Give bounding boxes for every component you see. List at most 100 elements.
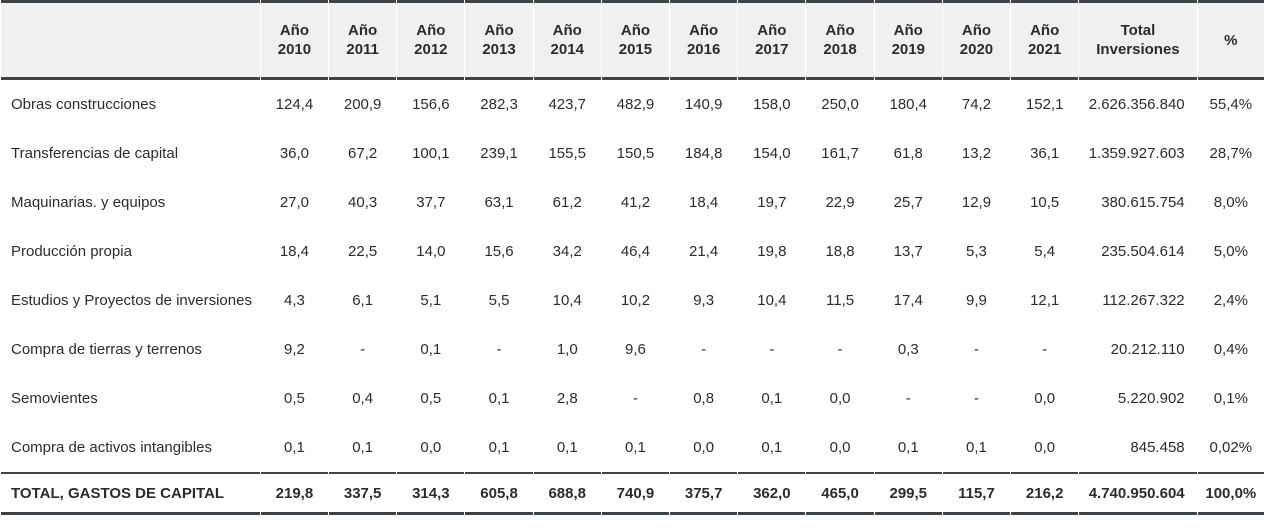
- value-cell: 239,1: [465, 129, 533, 178]
- corner-cell: [1, 0, 260, 80]
- table-body: Obras construcciones 124,4 200,9 156,6 282,3…: [1, 80, 1264, 472]
- value-cell: 46,4: [601, 227, 670, 276]
- value-cell: 158,0: [738, 80, 806, 129]
- total-cell: 5.220.902: [1079, 374, 1197, 423]
- year-header-line2: 2016: [686, 41, 721, 58]
- year-header-line2: 2012: [414, 41, 448, 58]
- total-row-percent-cell: 100,0%: [1197, 472, 1264, 515]
- percent-cell: 55,4%: [1197, 80, 1264, 129]
- value-cell: 0,0: [397, 423, 465, 472]
- value-cell: 423,7: [533, 80, 601, 129]
- value-cell: 0,0: [1011, 374, 1079, 423]
- total-row-value-cell: 375,7: [670, 472, 738, 515]
- year-header-line2: 2019: [891, 41, 925, 58]
- value-cell: 0,8: [670, 374, 738, 423]
- value-cell: 0,5: [397, 374, 465, 423]
- total-cell: 235.504.614: [1079, 227, 1197, 276]
- value-cell: -: [806, 325, 874, 374]
- year-header-line2: 2018: [823, 41, 857, 58]
- year-header: Año 2012: [397, 0, 465, 80]
- value-cell: 34,2: [533, 227, 601, 276]
- value-cell: 61,8: [874, 129, 942, 178]
- total-row-label: TOTAL, GASTOS DE CAPITAL: [1, 472, 260, 515]
- percent-header: %: [1197, 0, 1264, 80]
- value-cell: 0,5: [260, 374, 329, 423]
- percent-cell: 8,0%: [1197, 178, 1264, 227]
- value-cell: 0,3: [874, 325, 942, 374]
- total-row-value-cell: 465,0: [806, 472, 874, 515]
- value-cell: 0,1: [942, 423, 1011, 472]
- total-cell: 112.267.322: [1079, 276, 1197, 325]
- year-header: Año 2017: [738, 0, 806, 80]
- total-row-value-cell: 605,8: [465, 472, 533, 515]
- year-header: Año 2018: [806, 0, 874, 80]
- value-cell: 12,1: [1011, 276, 1079, 325]
- value-cell: 67,2: [329, 129, 397, 178]
- year-header-line1: Año: [1030, 22, 1060, 39]
- year-header-line1: Año: [689, 22, 719, 39]
- value-cell: 124,4: [260, 80, 329, 129]
- row-label: Compra de tierras y terrenos: [1, 325, 260, 374]
- value-cell: 0,1: [465, 374, 533, 423]
- total-cell: 380.615.754: [1079, 178, 1197, 227]
- value-cell: 18,8: [806, 227, 874, 276]
- value-cell: 14,0: [397, 227, 465, 276]
- table-row: Estudios y Proyectos de inversiones 4,3 6,…: [1, 276, 1264, 325]
- total-row-value-cell: 216,2: [1011, 472, 1079, 515]
- table-row: Producción propia 18,4 22,5 14,0 15,6 34,2 46,…: [1, 227, 1264, 276]
- value-cell: 282,3: [465, 80, 533, 129]
- value-cell: 15,6: [465, 227, 533, 276]
- value-cell: 13,2: [942, 129, 1011, 178]
- value-cell: 0,1: [465, 423, 533, 472]
- year-header-line1: Año: [757, 22, 787, 39]
- value-cell: 6,1: [329, 276, 397, 325]
- value-cell: -: [329, 325, 397, 374]
- value-cell: 18,4: [670, 178, 738, 227]
- value-cell: 0,1: [397, 325, 465, 374]
- year-header: Año 2011: [329, 0, 397, 80]
- percent-cell: 28,7%: [1197, 129, 1264, 178]
- row-label: Transferencias de capital: [1, 129, 260, 178]
- year-header-line2: 2011: [346, 41, 379, 58]
- value-cell: 9,9: [942, 276, 1011, 325]
- total-row-value-cell: 115,7: [942, 472, 1011, 515]
- value-cell: 184,8: [670, 129, 738, 178]
- total-row: TOTAL, GASTOS DE CAPITAL 219,8 337,5 314,3 6…: [1, 472, 1264, 515]
- total-row-value-cell: 337,5: [329, 472, 397, 515]
- value-cell: 0,1: [260, 423, 329, 472]
- year-header-line1: Año: [825, 22, 855, 39]
- value-cell: 40,3: [329, 178, 397, 227]
- value-cell: -: [670, 325, 738, 374]
- value-cell: -: [1011, 325, 1079, 374]
- value-cell: 13,7: [874, 227, 942, 276]
- value-cell: 0,1: [533, 423, 601, 472]
- year-header: Año 2020: [942, 0, 1011, 80]
- value-cell: 0,0: [670, 423, 738, 472]
- value-cell: 10,5: [1011, 178, 1079, 227]
- year-header: Año 2014: [533, 0, 601, 80]
- year-header-line2: 2013: [482, 41, 516, 58]
- value-cell: -: [738, 325, 806, 374]
- value-cell: 36,0: [260, 129, 329, 178]
- value-cell: 22,5: [329, 227, 397, 276]
- year-header-line1: Año: [279, 22, 310, 39]
- percent-cell: 0,02%: [1197, 423, 1264, 472]
- total-row-value-cell: 314,3: [397, 472, 465, 515]
- value-cell: -: [942, 374, 1011, 423]
- year-header-line1: Año: [484, 22, 514, 39]
- total-row-value-cell: 299,5: [874, 472, 942, 515]
- row-label: Maquinarias. y equipos: [1, 178, 260, 227]
- value-cell: 156,6: [397, 80, 465, 129]
- value-cell: 0,1: [738, 374, 806, 423]
- year-header-line2: 2017: [755, 41, 789, 58]
- value-cell: 150,5: [601, 129, 670, 178]
- value-cell: 5,5: [465, 276, 533, 325]
- table-row: Transferencias de capital 36,0 67,2 100,1 23…: [1, 129, 1264, 178]
- value-cell: 482,9: [601, 80, 670, 129]
- value-cell: 4,3: [260, 276, 329, 325]
- total-cell: 20.212.110: [1079, 325, 1197, 374]
- total-row-value-cell: 362,0: [738, 472, 806, 515]
- percent-cell: 2,4%: [1197, 276, 1264, 325]
- value-cell: 0,4: [329, 374, 397, 423]
- value-cell: 10,4: [533, 276, 601, 325]
